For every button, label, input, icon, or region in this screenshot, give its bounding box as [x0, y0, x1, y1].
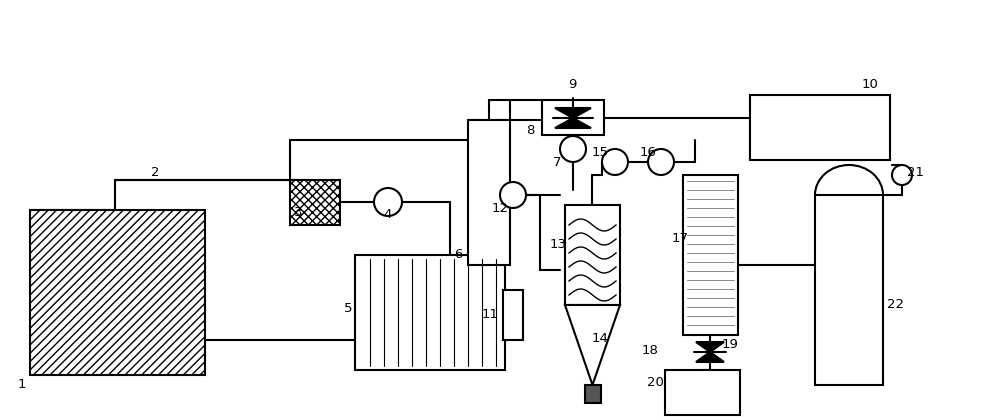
Bar [290, 180, 340, 225]
Text: 19: 19 [722, 339, 738, 352]
Circle shape [560, 136, 586, 162]
Circle shape [500, 182, 526, 208]
Text: 16: 16 [640, 145, 656, 158]
Circle shape [374, 188, 402, 216]
Text: 8: 8 [526, 123, 534, 136]
Text: 10: 10 [862, 79, 878, 92]
Circle shape [892, 165, 912, 185]
Text: 3: 3 [294, 205, 302, 218]
Bar [542, 100, 604, 135]
Text: 13: 13 [550, 239, 566, 252]
Polygon shape [555, 118, 591, 128]
Bar [815, 195, 883, 385]
Bar [565, 205, 620, 305]
Bar [355, 255, 505, 370]
Polygon shape [565, 305, 620, 385]
Bar [665, 370, 740, 415]
Polygon shape [555, 108, 591, 118]
Text: 20: 20 [647, 375, 663, 389]
Text: 1: 1 [18, 378, 26, 391]
Bar [750, 95, 890, 160]
Text: 9: 9 [568, 79, 576, 92]
Text: 22: 22 [887, 299, 904, 312]
Bar [503, 290, 523, 340]
Text: 14: 14 [592, 331, 608, 344]
Bar [468, 120, 510, 265]
Bar [584, 385, 600, 403]
Text: 21: 21 [906, 165, 924, 178]
Polygon shape [696, 352, 724, 362]
Text: 11: 11 [482, 309, 498, 321]
Text: 18: 18 [642, 344, 658, 357]
Polygon shape [696, 342, 724, 352]
Text: 4: 4 [384, 208, 392, 221]
Text: 2: 2 [151, 165, 159, 178]
Bar [683, 175, 738, 335]
Text: 6: 6 [454, 249, 462, 262]
Text: 17: 17 [672, 231, 688, 244]
Text: 12: 12 [492, 202, 509, 215]
Text: 5: 5 [344, 302, 352, 315]
Text: 15: 15 [592, 145, 608, 158]
Text: 7: 7 [553, 155, 561, 168]
Circle shape [648, 149, 674, 175]
Bar [30, 210, 205, 375]
Circle shape [602, 149, 628, 175]
